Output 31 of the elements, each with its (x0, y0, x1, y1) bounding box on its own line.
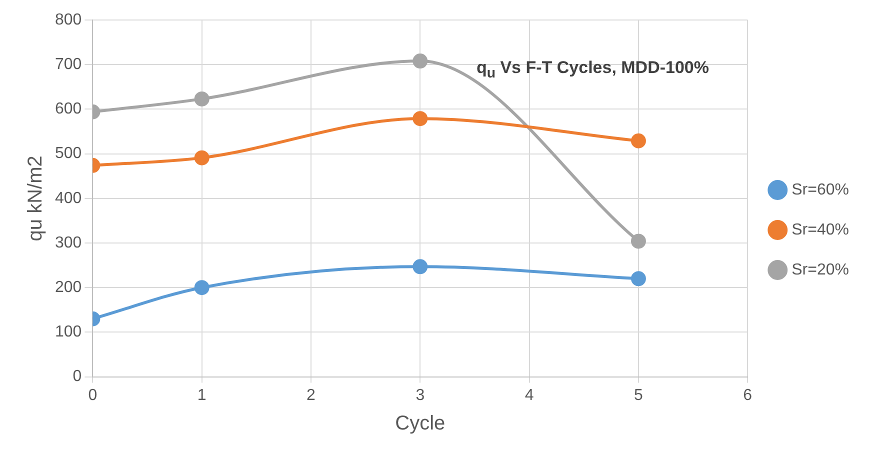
x-tick-label: 3 (416, 386, 425, 404)
y-tick-label: 700 (54, 56, 82, 74)
point (630, 271, 646, 286)
x-tick-label: 0 (88, 386, 98, 404)
y-tick-label: 400 (54, 190, 82, 207)
y-tick-label: 200 (54, 279, 82, 296)
y-tick-label: 500 (54, 145, 82, 162)
point (630, 234, 646, 249)
point (194, 91, 210, 106)
y-tick-label: 800 (54, 11, 82, 28)
x-tick-label: 2 (306, 386, 316, 404)
point (412, 259, 428, 274)
legend-label: Sr=20% (792, 261, 850, 278)
y-tick-label: 100 (54, 324, 82, 341)
y-tick-label: 600 (54, 100, 82, 118)
x-tick-label: 5 (634, 386, 644, 404)
x-tick-label: 4 (524, 386, 534, 404)
y-tick-label: 0 (72, 368, 82, 386)
x-tick-label: 1 (197, 386, 206, 404)
point (412, 54, 428, 69)
text: q$_{u}$ Vs F-T Cycles, MDD-100% (476, 58, 709, 82)
legend-label: Sr=60% (792, 181, 850, 198)
x-axis-title: Cycle (395, 412, 446, 435)
point (194, 280, 210, 296)
y-tick-label: 300 (54, 234, 82, 252)
legend-label: Sr=40% (792, 221, 850, 238)
point (630, 133, 646, 148)
point (194, 150, 210, 166)
point (412, 111, 428, 126)
x-tick-label: 6 (743, 386, 752, 404)
y-axis-title: qu kN/m2 (24, 156, 47, 242)
